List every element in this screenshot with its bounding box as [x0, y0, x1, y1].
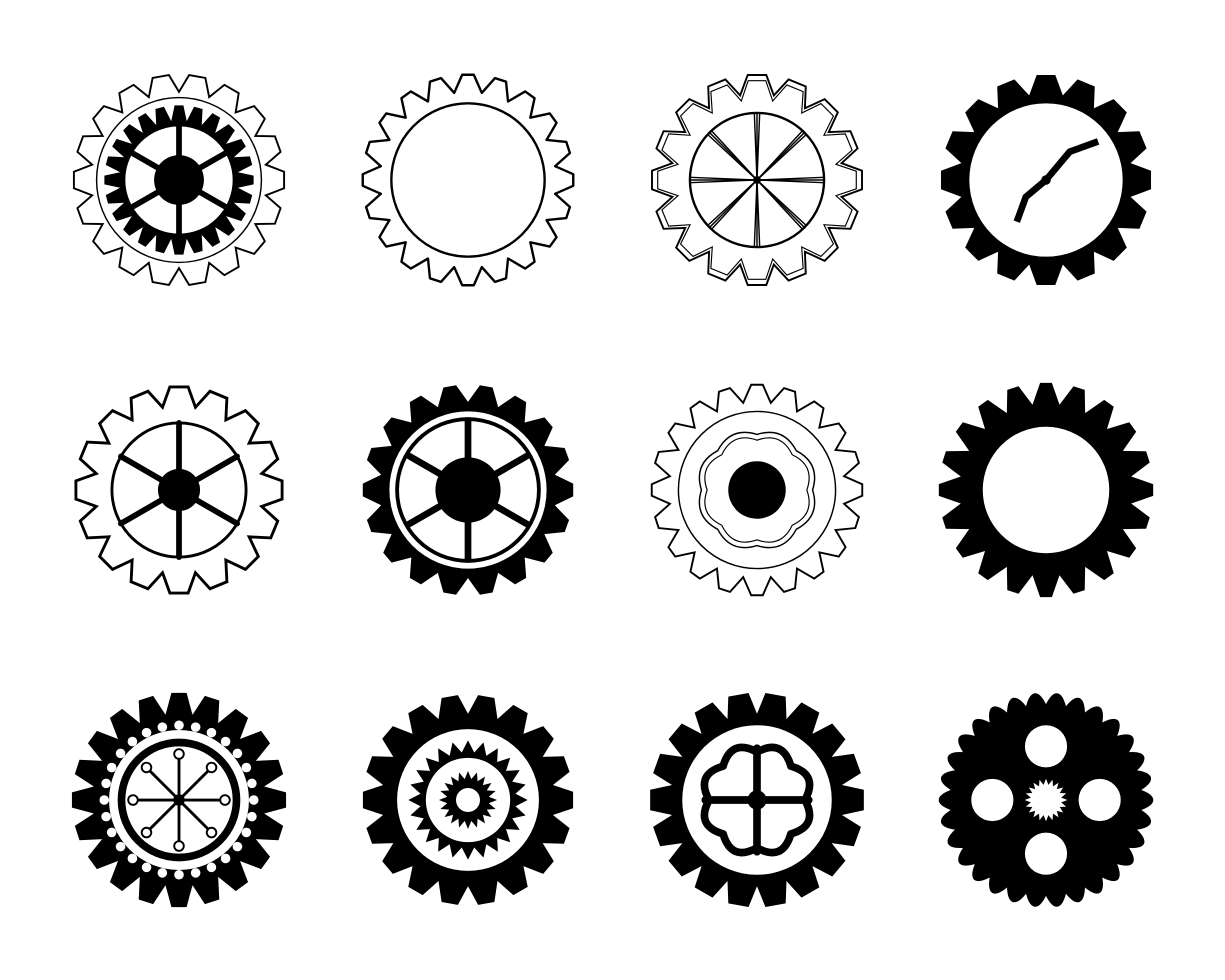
gear-11 — [628, 660, 887, 940]
gear-2 — [339, 40, 598, 320]
gear-12 — [916, 660, 1175, 940]
gear-5 — [50, 350, 309, 630]
gear-7-icon — [642, 375, 872, 605]
gear-11-icon — [642, 685, 872, 915]
gear-12-icon — [931, 685, 1161, 915]
gear-2-icon — [353, 65, 583, 295]
gear-6 — [339, 350, 598, 630]
gear-4 — [916, 40, 1175, 320]
gear-9-icon — [64, 685, 294, 915]
gear-1-icon — [64, 65, 294, 295]
gear-5-icon — [64, 375, 294, 605]
gear-1 — [50, 40, 309, 320]
gear-10 — [339, 660, 598, 940]
gear-9 — [50, 660, 309, 940]
gear-10-icon — [353, 685, 583, 915]
gear-4-icon — [931, 65, 1161, 295]
gear-7 — [628, 350, 887, 630]
gear-8 — [916, 350, 1175, 630]
gear-3-icon — [642, 65, 872, 295]
gear-8-icon — [931, 375, 1161, 605]
gear-3 — [628, 40, 887, 320]
gear-grid — [0, 0, 1225, 980]
gear-6-icon — [353, 375, 583, 605]
